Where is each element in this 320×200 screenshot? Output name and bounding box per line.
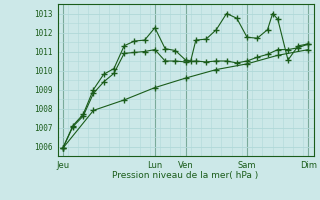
X-axis label: Pression niveau de la mer( hPa ): Pression niveau de la mer( hPa ): [112, 171, 259, 180]
